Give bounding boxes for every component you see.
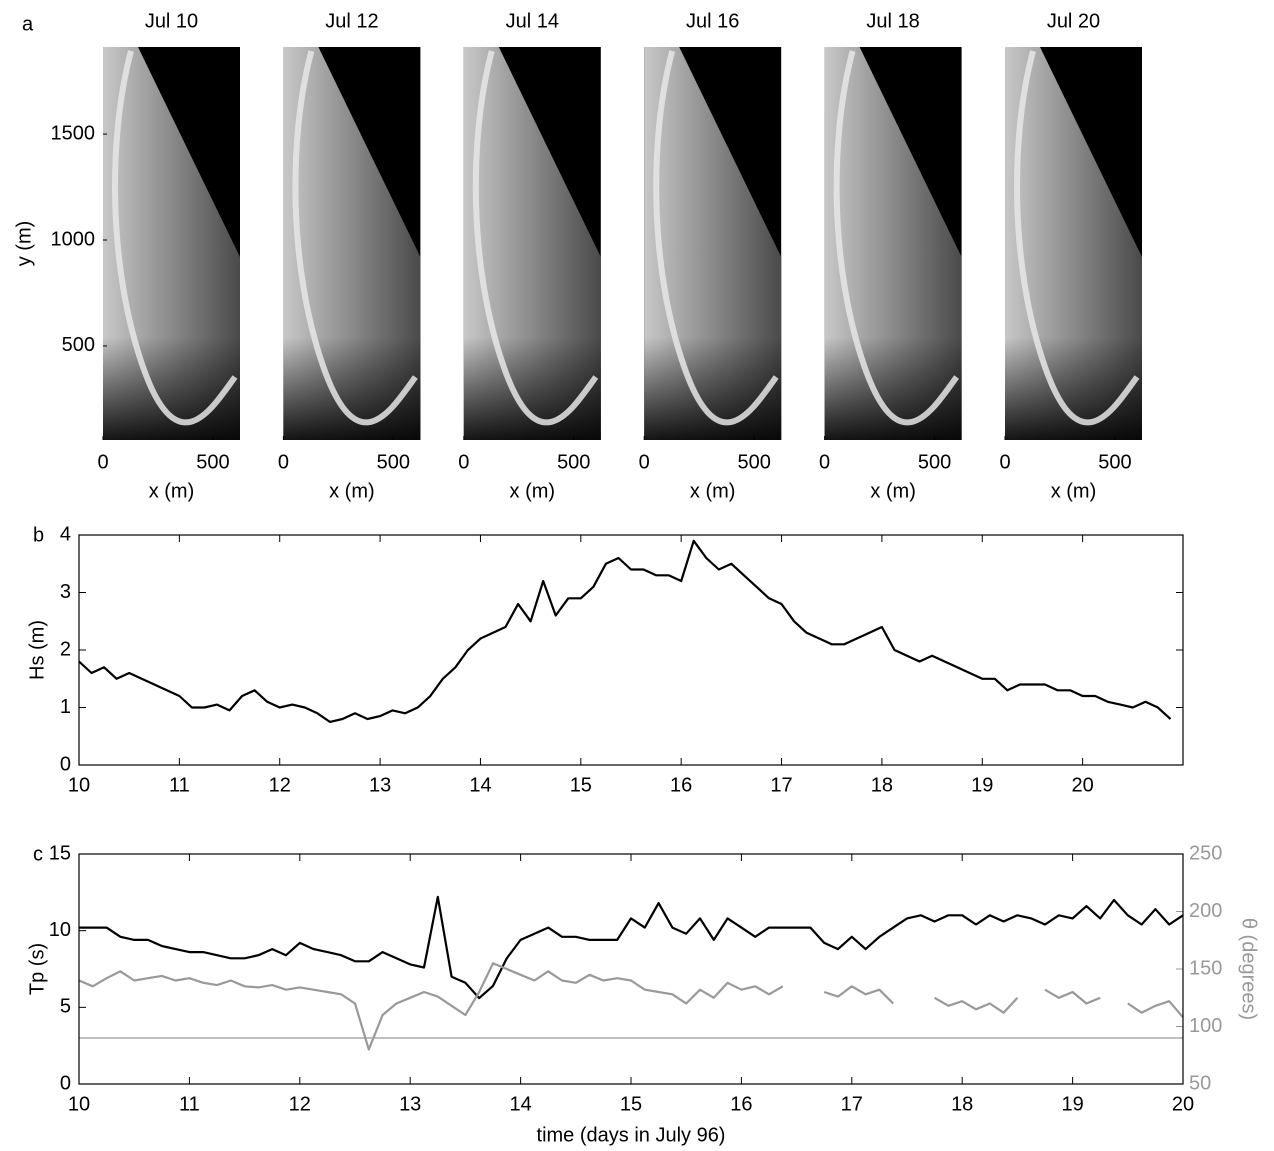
y-tick-label: 0: [60, 1072, 71, 1094]
x-tick-label: 10: [68, 1093, 90, 1115]
series-line: [78, 539, 1172, 723]
x-axis-label: x (m): [870, 480, 916, 502]
x-tick-label: 0: [278, 451, 289, 473]
series-line: [79, 895, 1184, 1000]
x-tick-label: 0: [999, 451, 1010, 473]
y-tick-label: 1: [60, 696, 71, 718]
x-axis-label: x (m): [149, 480, 195, 502]
x-tick-label: 15: [620, 1093, 642, 1115]
series-line: [78, 962, 1184, 1051]
y2-tick-label: 100: [1189, 1015, 1222, 1037]
x-tick-label: 17: [770, 774, 792, 796]
x-tick-label: 13: [369, 774, 391, 796]
x-tick-label: 10: [68, 774, 90, 796]
panel-label: a: [22, 13, 34, 35]
panel-label: c: [33, 843, 43, 865]
sandbar: [472, 50, 599, 426]
x-tick-label: 14: [509, 1093, 531, 1115]
y-tick-label: 10: [49, 919, 71, 941]
x-tick-label: 20: [1072, 774, 1094, 796]
panel-title: Jul 18: [866, 10, 919, 32]
y-tick-label: 0: [60, 753, 71, 775]
x-axis-label: time (days in July 96): [537, 1124, 726, 1146]
image-shade: [644, 337, 782, 440]
x-axis-label: x (m): [329, 480, 375, 502]
image-shade: [824, 337, 962, 440]
x-tick-label: 500: [196, 451, 229, 473]
panel-title: Jul 20: [1047, 10, 1100, 32]
y2-tick-label: 50: [1189, 1072, 1211, 1094]
y-tick-label: 1000: [51, 228, 96, 250]
x-tick-label: 500: [918, 451, 951, 473]
sandbar: [112, 50, 238, 426]
x-tick-label: 18: [951, 1093, 973, 1115]
x-tick-label: 16: [670, 774, 692, 796]
x-tick-label: 19: [1061, 1093, 1083, 1115]
x-tick-label: 11: [169, 774, 190, 796]
x-axis-label: x (m): [690, 480, 736, 502]
panel-title: Jul 10: [145, 10, 198, 32]
x-tick-label: 19: [971, 774, 993, 796]
x-tick-label: 500: [557, 451, 590, 473]
plot-frame: [78, 534, 1184, 766]
panel-title: Jul 12: [325, 10, 378, 32]
image-shade: [103, 337, 240, 440]
x-tick-label: 0: [97, 451, 108, 473]
y-tick-label: 1500: [51, 122, 96, 144]
y-tick-label: 5: [60, 996, 71, 1018]
x-tick-label: 17: [841, 1093, 863, 1115]
x-tick-label: 11: [179, 1093, 200, 1115]
x-tick-label: 13: [399, 1093, 421, 1115]
y2-tick-label: 250: [1189, 842, 1222, 864]
x-tick-label: 12: [289, 1093, 311, 1115]
image-shade: [283, 337, 421, 440]
x-tick-label: 20: [1172, 1093, 1194, 1115]
y-tick-label: 500: [62, 334, 95, 356]
x-tick-label: 500: [737, 451, 770, 473]
y-tick-label: 4: [60, 523, 71, 545]
y2-axis-label: θ (degrees): [1238, 918, 1260, 1020]
panel-title: Jul 14: [506, 10, 559, 32]
x-tick-label: 18: [871, 774, 893, 796]
sandbar: [1014, 50, 1140, 426]
x-axis-label: x (m): [1051, 480, 1097, 502]
sandbar: [653, 50, 779, 426]
y-axis-label: Hs (m): [26, 620, 48, 680]
y-tick-label: 3: [60, 581, 71, 603]
y-axis-label: y (m): [13, 221, 35, 267]
sandbar: [292, 50, 418, 426]
image-shade: [1005, 337, 1142, 440]
x-tick-label: 500: [1098, 451, 1131, 473]
sandbar: [833, 50, 960, 426]
x-tick-label: 14: [469, 774, 491, 796]
x-tick-label: 16: [730, 1093, 752, 1115]
panel-title: Jul 16: [686, 10, 739, 32]
image-shade: [463, 337, 601, 440]
x-tick-label: 15: [570, 774, 592, 796]
y-axis-label: Tp (s): [26, 943, 48, 995]
x-tick-label: 0: [639, 451, 650, 473]
x-tick-label: 0: [458, 451, 469, 473]
x-tick-label: 12: [269, 774, 291, 796]
x-tick-label: 0: [819, 451, 830, 473]
y2-tick-label: 150: [1189, 957, 1222, 979]
y-tick-label: 2: [60, 638, 71, 660]
y-tick-label: 15: [49, 842, 71, 864]
y2-tick-label: 200: [1189, 900, 1222, 922]
plot-frame: [78, 853, 1184, 1085]
x-axis-label: x (m): [510, 480, 556, 502]
panel-label: b: [33, 524, 44, 546]
x-tick-label: 500: [377, 451, 410, 473]
